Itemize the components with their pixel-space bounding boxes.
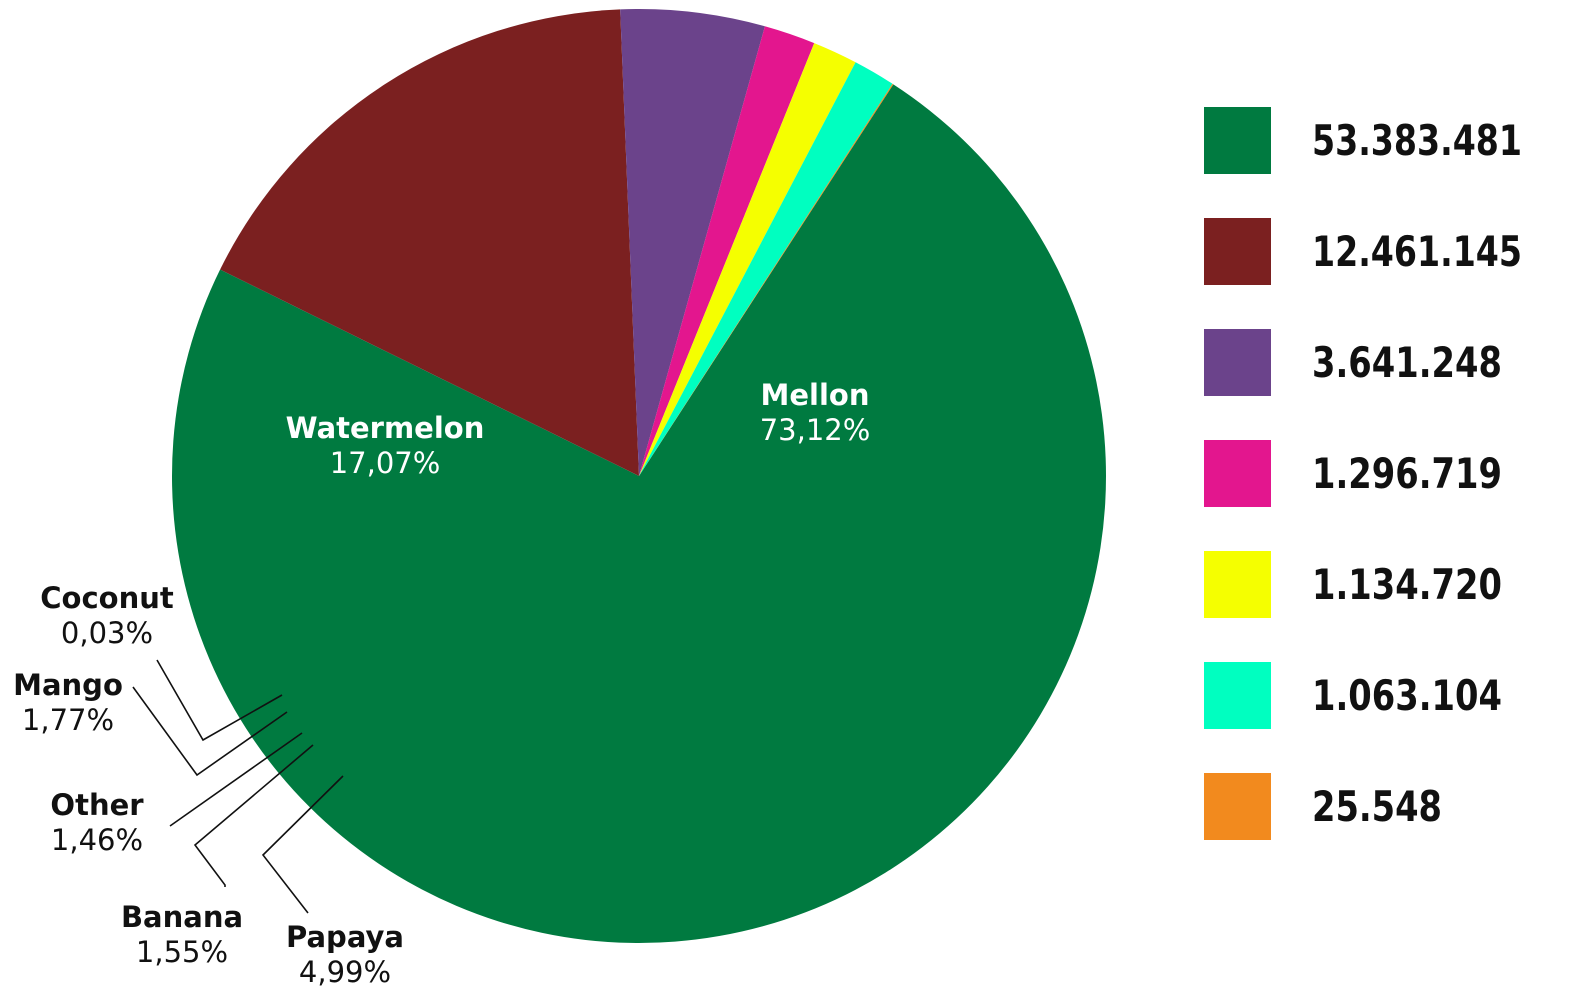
leader-line-coconut (156, 659, 283, 742)
slice-percent-mango: 1,77% (22, 703, 114, 737)
pie-slice-mellon (171, 84, 1106, 943)
legend-swatch-papaya (1204, 329, 1271, 396)
slice-percent-watermelon: 17,07% (330, 446, 441, 480)
legend-swatch-other (1204, 662, 1271, 729)
pie-slice-papaya (620, 8, 765, 476)
legend-swatch-banana (1204, 551, 1271, 618)
legend-value-mellon: 53.383.481 (1312, 116, 1522, 165)
legend-swatch-coconut (1204, 773, 1271, 840)
slice-label-banana: Banana (121, 900, 243, 934)
legend-value-banana: 1.134.720 (1312, 560, 1502, 609)
slice-label-watermelon: Watermelon (286, 411, 485, 445)
slice-percent-other: 1,46% (51, 823, 143, 857)
legend-swatch-watermelon (1204, 218, 1271, 285)
slice-label-mango: Mango (13, 668, 123, 702)
pie-slice-watermelon (220, 9, 639, 476)
pie-slice-other (639, 62, 893, 476)
leader-line-papaya (261, 775, 344, 914)
legend-swatch-mellon (1204, 107, 1271, 174)
legend-swatch-mango (1204, 440, 1271, 507)
leader-line-other (169, 732, 303, 827)
slice-percent-banana: 1,55% (136, 935, 228, 969)
legend-value-coconut: 25.548 (1312, 782, 1442, 831)
slice-label-mellon: Mellon (761, 378, 870, 412)
leader-line-banana (193, 744, 314, 887)
slice-percent-papaya: 4,99% (299, 955, 391, 989)
pie-slice-coconut (639, 83, 894, 476)
legend-value-papaya: 3.641.248 (1312, 338, 1502, 387)
slice-label-papaya: Papaya (286, 920, 404, 954)
legend-value-mango: 1.296.719 (1312, 449, 1502, 498)
leader-line-mango (132, 686, 288, 777)
legend-value-other: 1.063.104 (1312, 671, 1502, 720)
pie-slice-banana (639, 43, 856, 477)
slice-label-coconut: Coconut (40, 581, 174, 615)
slice-percent-mellon: 73,12% (760, 413, 871, 447)
pie-slice-mango (639, 26, 815, 477)
legend-value-watermelon: 12.461.145 (1312, 227, 1522, 276)
slice-percent-coconut: 0,03% (61, 616, 153, 650)
slice-label-other: Other (50, 788, 144, 822)
pie-slices (171, 8, 1106, 943)
legend: 53.383.481 12.461.145 3.641.248 1.296.719 1.… (1204, 107, 1522, 840)
leader-lines (132, 659, 344, 914)
